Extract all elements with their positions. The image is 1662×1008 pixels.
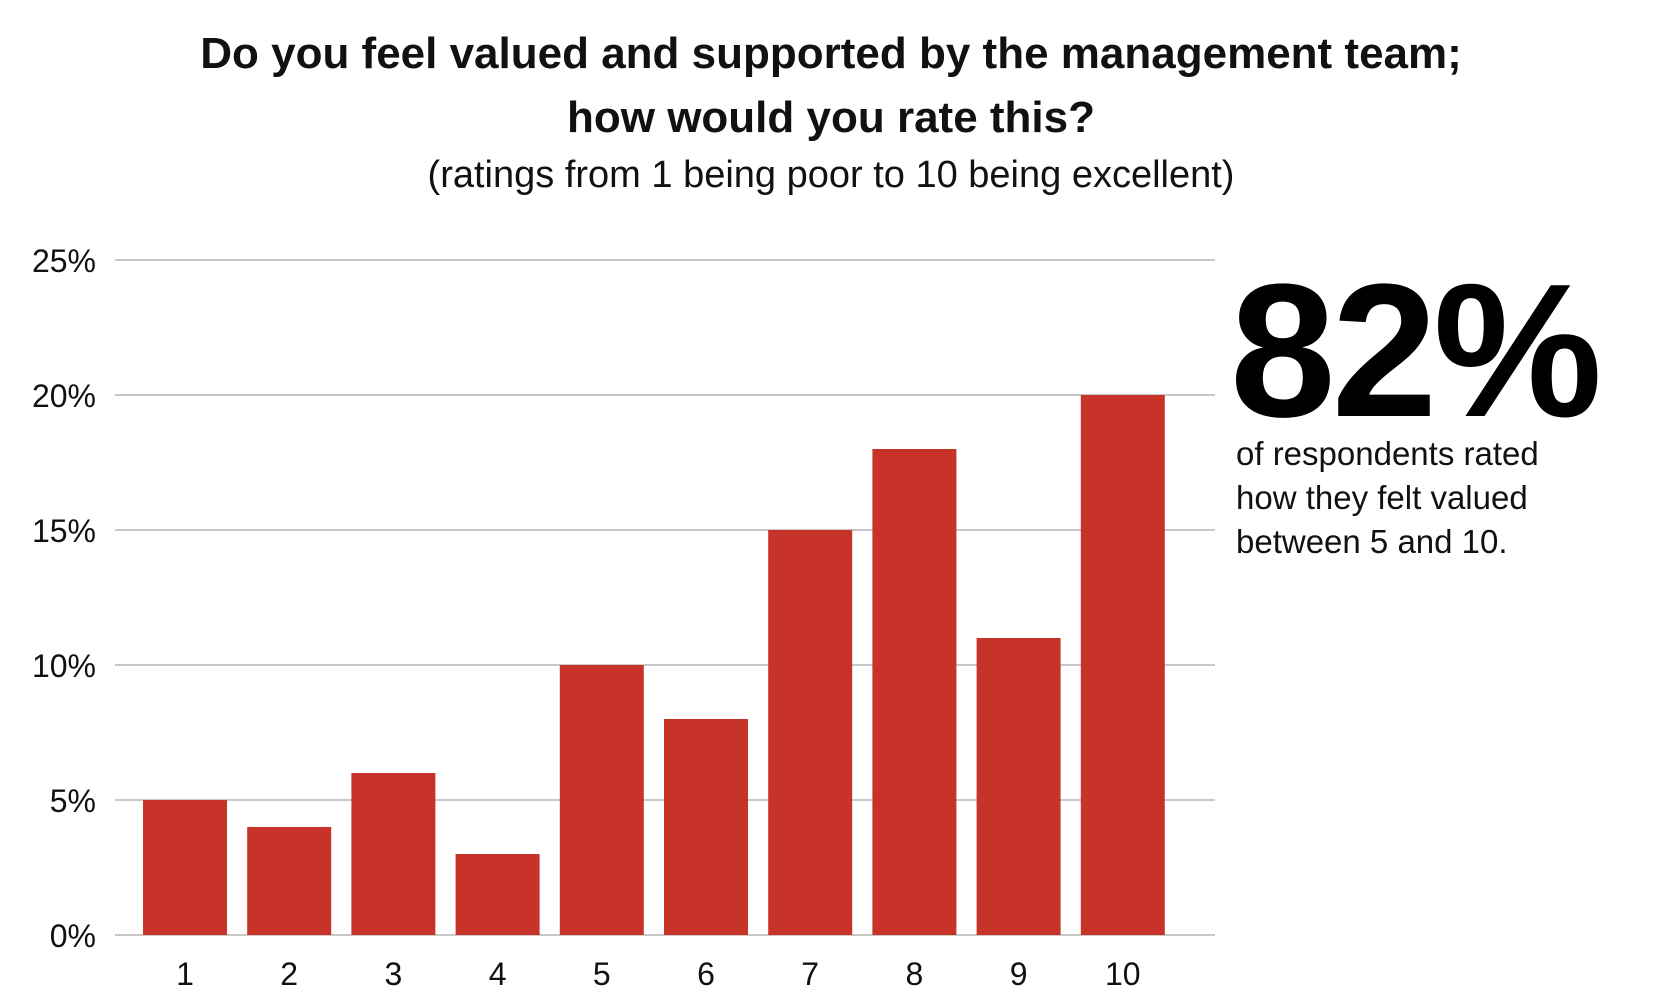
y-tick-label: 10% [32,648,96,684]
x-tick-label: 1 [176,956,194,992]
callout-line-2: how they felt valued [1236,479,1528,516]
x-tick-label: 9 [1010,956,1028,992]
callout-description: of respondents rated how they felt value… [1236,432,1636,564]
y-tick-label: 20% [32,378,96,414]
x-tick-label: 3 [385,956,403,992]
bar [976,638,1061,935]
bar [559,665,644,935]
y-tick-label: 5% [50,783,96,819]
y-tick-label: 25% [32,243,96,279]
bar [1080,395,1165,935]
x-tick-label: 5 [593,956,611,992]
bar [455,854,540,935]
x-tick-label: 2 [280,956,298,992]
bar [247,827,332,935]
bar [768,530,853,935]
bar [143,800,227,935]
chart-title-line-2: how would you rate this? [567,93,1095,142]
y-tick-label: 0% [50,918,96,954]
bar [351,773,436,935]
bar [664,719,748,935]
chart-subtitle: (ratings from 1 being poor to 10 being e… [427,154,1235,196]
x-tick-label: 6 [697,956,715,992]
callout-line-3: between 5 and 10. [1236,523,1508,560]
bar [872,449,957,935]
callout-percentage: 82% [1230,245,1602,457]
x-tick-label: 4 [489,956,507,992]
x-tick-label: 7 [801,956,819,992]
chart-title-line-1: Do you feel valued and supported by the … [200,29,1462,78]
x-tick-label: 8 [906,956,924,992]
callout-line-1: of respondents rated [1236,435,1539,472]
y-tick-label: 15% [32,513,96,549]
x-tick-label: 10 [1105,956,1141,992]
